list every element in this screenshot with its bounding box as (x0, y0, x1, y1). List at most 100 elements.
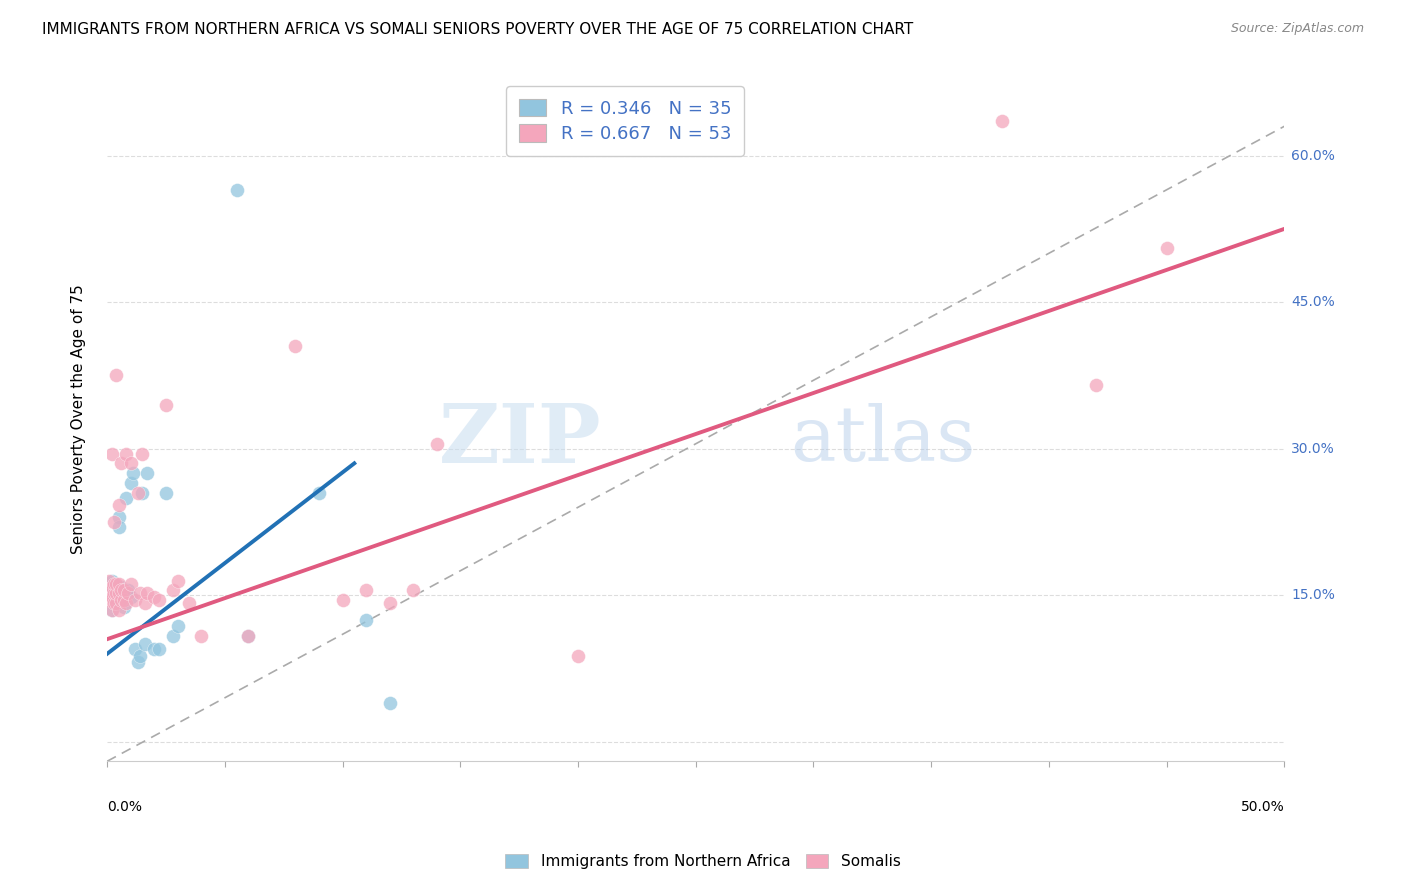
Point (127, 655, 149, 669)
Point (179, 596, 201, 610)
Point (98, 593, 121, 607)
Point (238, 629, 260, 643)
Point (134, 637, 156, 651)
Text: 30.0%: 30.0% (1291, 442, 1336, 456)
Point (103, 588, 125, 602)
Point (190, 629, 212, 643)
Point (115, 491, 138, 505)
Point (991, 114, 1014, 128)
Point (143, 590, 166, 604)
Text: 15.0%: 15.0% (1291, 588, 1336, 602)
Point (124, 593, 146, 607)
Point (108, 603, 131, 617)
Point (567, 648, 589, 663)
Point (129, 586, 152, 600)
Y-axis label: Seniors Poverty Over the Age of 75: Seniors Poverty Over the Age of 75 (72, 285, 86, 554)
Legend: Immigrants from Northern Africa, Somalis: Immigrants from Northern Africa, Somalis (499, 848, 907, 875)
Point (148, 593, 170, 607)
Point (117, 583, 139, 598)
Point (120, 590, 142, 604)
Point (1085, 378, 1108, 392)
Point (127, 485, 149, 500)
Point (105, 368, 128, 383)
Point (101, 590, 124, 604)
Text: 0.0%: 0.0% (107, 800, 142, 814)
Text: 60.0%: 60.0% (1291, 149, 1336, 162)
Point (101, 603, 124, 617)
Point (108, 520, 131, 534)
Point (332, 593, 354, 607)
Point (105, 578, 128, 592)
Point (108, 576, 131, 591)
Point (148, 642, 170, 657)
Legend: R = 0.346   N = 35, R = 0.667   N = 53: R = 0.346 N = 35, R = 0.667 N = 53 (506, 87, 744, 156)
Point (105, 596, 128, 610)
Point (120, 475, 142, 490)
Point (378, 596, 401, 610)
Text: 50.0%: 50.0% (1240, 800, 1284, 814)
Point (110, 583, 132, 598)
Point (98, 574, 121, 588)
Point (105, 586, 128, 600)
Text: Source: ZipAtlas.com: Source: ZipAtlas.com (1230, 22, 1364, 36)
Point (108, 510, 131, 524)
Point (112, 599, 135, 614)
Point (98, 583, 121, 598)
Point (112, 583, 135, 598)
Point (105, 586, 128, 600)
Point (120, 456, 142, 470)
Point (98, 583, 121, 598)
Point (110, 456, 132, 470)
Point (101, 581, 124, 595)
Point (101, 603, 124, 617)
Point (308, 485, 330, 500)
Point (112, 593, 135, 607)
Point (103, 593, 125, 607)
Text: atlas: atlas (790, 403, 976, 477)
Text: ZIP: ZIP (439, 400, 602, 480)
Point (378, 696, 401, 710)
Point (115, 596, 138, 610)
Point (155, 398, 177, 412)
Text: 45.0%: 45.0% (1291, 295, 1336, 310)
Text: IMMIGRANTS FROM NORTHERN AFRICA VS SOMALI SENIORS POVERTY OVER THE AGE OF 75 COR: IMMIGRANTS FROM NORTHERN AFRICA VS SOMAL… (42, 22, 914, 37)
Point (115, 590, 138, 604)
Point (108, 499, 131, 513)
Point (110, 581, 132, 595)
Point (426, 437, 449, 451)
Point (402, 583, 425, 598)
Point (136, 586, 159, 600)
Point (143, 642, 166, 657)
Point (134, 596, 156, 610)
Point (238, 629, 260, 643)
Point (124, 642, 146, 657)
Point (117, 586, 139, 600)
Point (162, 629, 184, 643)
Point (155, 485, 177, 500)
Point (101, 574, 124, 588)
Point (103, 586, 125, 600)
Point (354, 583, 377, 598)
Point (284, 339, 307, 353)
Point (1156, 241, 1178, 255)
Point (110, 593, 132, 607)
Point (131, 446, 153, 460)
Point (105, 576, 128, 591)
Point (354, 613, 377, 627)
Point (120, 576, 142, 591)
Point (136, 466, 159, 480)
Point (131, 485, 153, 500)
Point (166, 619, 188, 633)
Point (103, 576, 125, 591)
Point (115, 446, 138, 460)
Point (110, 590, 132, 604)
Point (101, 446, 124, 460)
Point (129, 648, 152, 663)
Point (162, 583, 184, 598)
Point (225, 183, 247, 197)
Point (112, 593, 135, 607)
Point (103, 515, 125, 529)
Point (166, 574, 188, 588)
Point (122, 466, 145, 480)
Point (108, 586, 131, 600)
